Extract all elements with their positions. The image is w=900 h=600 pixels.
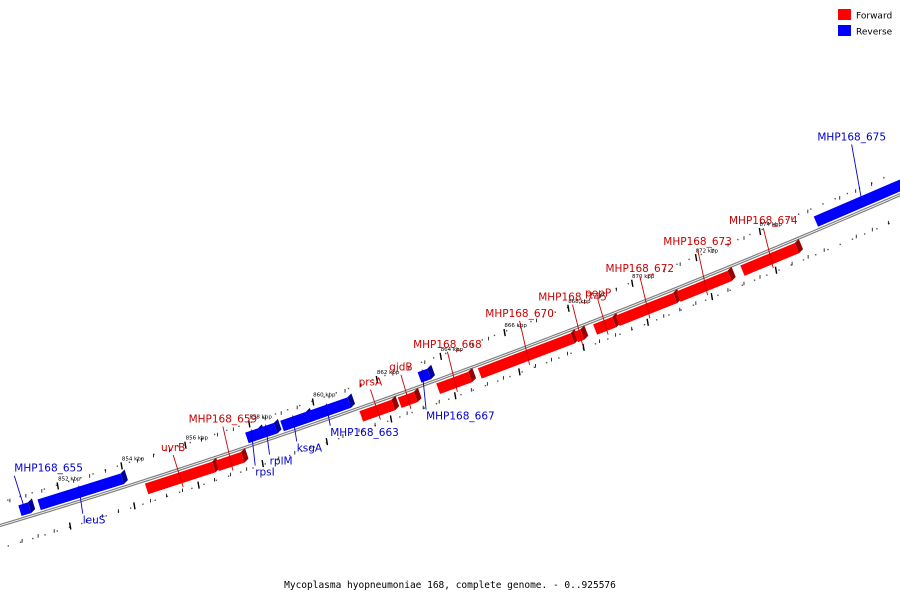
tick-label: 870 kbp (632, 274, 655, 280)
leader-line (370, 389, 381, 420)
leader-line (639, 276, 651, 319)
gene-label: MHP168_670 (485, 308, 554, 320)
legend-reverse-swatch (838, 25, 851, 36)
leader-line (265, 424, 271, 455)
tick-label: 860 kbp (313, 393, 336, 399)
gene-label: MHP168_659 (189, 414, 258, 426)
leader-line (400, 374, 412, 409)
gene-gidB[interactable] (397, 387, 422, 408)
gene-MHP168_673[interactable] (676, 266, 736, 302)
strand-guide-dots (7, 177, 890, 547)
tick-label: 854 kbp (122, 456, 145, 462)
leader-line (519, 320, 531, 365)
legend: Forward Reverse (838, 9, 893, 38)
leader-line (762, 228, 774, 269)
leader-line (292, 415, 298, 442)
genome-caption: Mycoplasma hyopneumoniae 168, complete g… (284, 580, 616, 591)
gene-label: MHP168_667 (426, 411, 495, 423)
gene-MHP168_655[interactable] (18, 498, 36, 516)
gene-label: MHP168_672 (605, 263, 674, 275)
legend-forward-swatch (838, 9, 851, 20)
gene-MHP168_674[interactable] (740, 238, 804, 276)
leader-line (250, 429, 256, 466)
gene-label: MHP168_668 (413, 339, 482, 351)
gene-MHP168_745[interactable] (573, 325, 589, 343)
genome-backbone (0, 193, 900, 528)
gene-leuS[interactable] (37, 469, 128, 511)
gene-label: prsA (359, 377, 383, 389)
tick-label: 862 kbp (377, 370, 400, 376)
gene-label: pepP (585, 288, 611, 300)
leader-line (597, 300, 609, 335)
tick-label: 868 kbp (568, 299, 591, 305)
gene-label: ksgA (297, 442, 323, 454)
gene-pepP[interactable] (593, 312, 621, 335)
gene-MHP168_670[interactable] (477, 329, 579, 379)
leader-line (697, 249, 708, 296)
gene-label: MHP168_745 (538, 292, 607, 304)
gene-label: leuS (83, 515, 106, 527)
gene-label: MHP168_663 (330, 427, 399, 439)
gene-label: gidB (389, 362, 412, 374)
tick-label: 864 kbp (441, 347, 464, 353)
gene-label: uvrB (161, 442, 185, 454)
leader-line (222, 426, 234, 471)
leader-line (851, 144, 863, 201)
gene-features[interactable] (18, 173, 900, 516)
gene-label: MHP168_675 (817, 131, 886, 143)
gene-label: rplM (270, 456, 293, 468)
gene-MHP168_667[interactable] (417, 364, 435, 383)
gene-label: MHP168_674 (729, 215, 798, 227)
leader-line (325, 403, 331, 426)
tick-label: 858 kbp (249, 414, 272, 420)
legend-reverse-label: Reverse (856, 28, 893, 38)
gene-MHP168_668[interactable] (436, 367, 477, 394)
legend-forward-label: Forward (856, 12, 892, 22)
gene-rplM[interactable] (257, 418, 282, 439)
leader-line (446, 351, 458, 392)
leader-line (13, 475, 25, 508)
tick-label: 874 kbp (760, 222, 783, 228)
gene-MHP168_659[interactable] (215, 448, 249, 472)
gene-label: MHP168_673 (663, 236, 732, 248)
gene-MHP168_672[interactable] (615, 288, 682, 326)
leader-line (421, 369, 427, 410)
axis-ticks: 852 kbp 854 kbp 856 kbp 858 kbp 860 kbp 862 k… (9, 182, 889, 543)
leader-line (78, 485, 84, 514)
gene-MHP168_663[interactable] (305, 393, 356, 423)
gene-label: MHP168_655 (14, 463, 83, 475)
gene-label: rpsI (255, 467, 275, 479)
tick-label: 866 kbp (504, 323, 527, 329)
tick-label: 852 kbp (58, 476, 81, 482)
tick-label: 872 kbp (696, 248, 719, 254)
gene-MHP168_675[interactable] (813, 173, 900, 227)
leader-line (572, 304, 583, 345)
leader-line (172, 454, 184, 488)
tick-label: 856 kbp (186, 436, 209, 442)
